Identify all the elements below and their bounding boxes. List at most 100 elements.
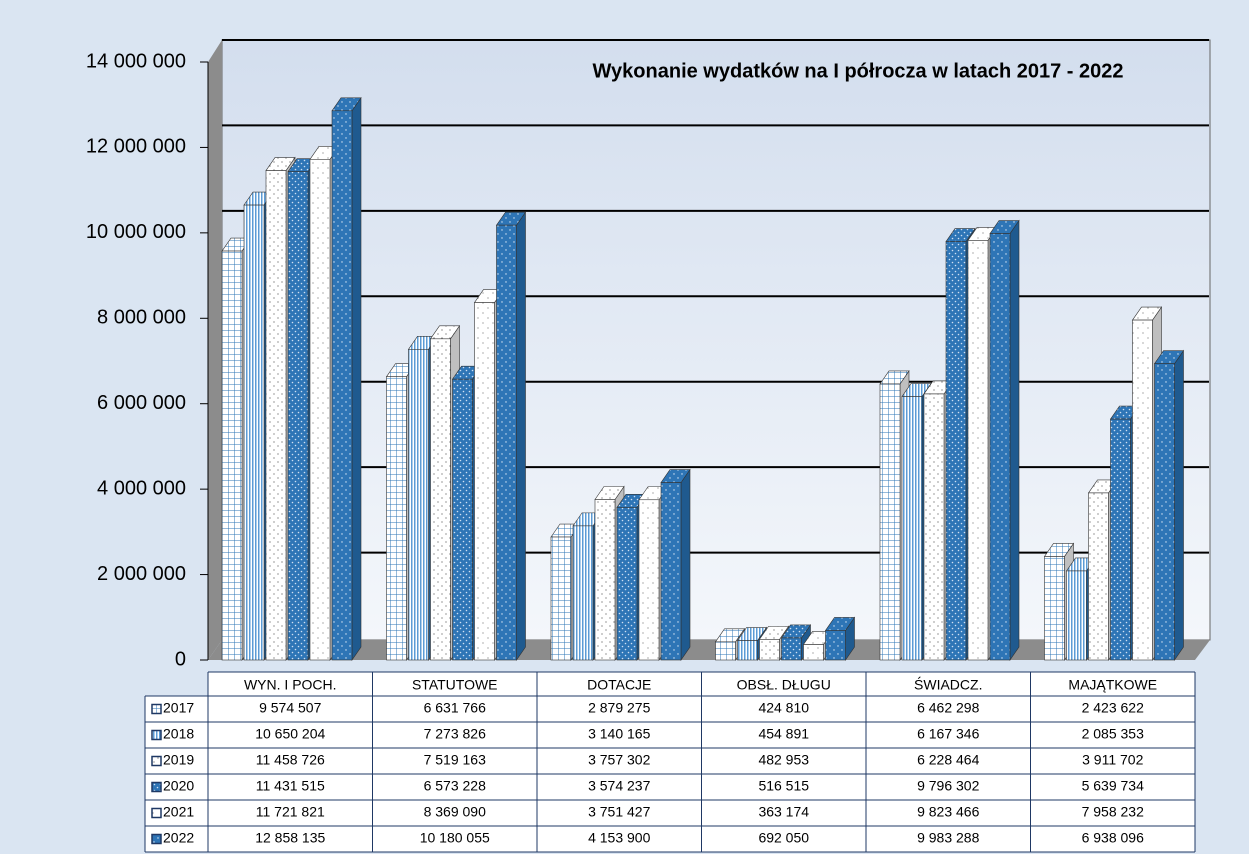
bar-front (945, 241, 967, 661)
legend-label: 2018 (163, 726, 194, 742)
table-value: 4 153 900 (588, 830, 650, 846)
bar-front (1132, 319, 1153, 661)
bar-front (737, 640, 758, 661)
table-value: 454 891 (758, 726, 809, 742)
legend-key (151, 703, 162, 715)
bar-front (1088, 492, 1109, 661)
table-value: 10 180 055 (420, 830, 490, 846)
bar-front (594, 499, 616, 661)
table-value: 3 574 237 (588, 778, 650, 794)
bar (660, 468, 691, 661)
table-value: 6 167 346 (917, 726, 979, 742)
table-value: 2 423 622 (1082, 700, 1144, 716)
table-value: 5 639 734 (1082, 778, 1144, 794)
y-tick-label: 8 000 000 (97, 307, 186, 329)
y-tick-label: 2 000 000 (97, 563, 186, 585)
table-value: 482 953 (758, 752, 809, 768)
bar-front (572, 525, 594, 661)
x-tick-label: ŚWIADCZ. (914, 676, 982, 693)
bar-front (287, 171, 309, 661)
bar-front (221, 250, 243, 661)
x-tick-label: STATUTOWE (412, 677, 498, 693)
bar-front (1066, 570, 1087, 661)
table-value: 6 228 464 (917, 752, 979, 768)
x-tick-label: WYN. I POCH. (244, 677, 337, 693)
bar-front (967, 240, 989, 661)
y-tick-label: 14 000 000 (86, 50, 186, 72)
legend-label: 2021 (163, 804, 194, 820)
bar-front (781, 637, 802, 661)
bar-front (879, 383, 901, 661)
bar-front (309, 159, 331, 661)
y-tick-label: 4 000 000 (97, 477, 186, 499)
legend-key (151, 833, 162, 845)
table-value: 11 721 821 (256, 804, 325, 820)
table-value: 6 573 228 (424, 778, 486, 794)
table-value: 692 050 (758, 830, 809, 846)
table-value: 3 140 165 (588, 726, 650, 742)
bar-front (616, 507, 638, 661)
table-value: 7 519 163 (424, 752, 486, 768)
y-tick-label: 0 (175, 648, 186, 670)
table-value: 3 751 427 (588, 804, 650, 820)
legend-key (151, 781, 162, 793)
legend-label: 2022 (163, 830, 194, 846)
table-value: 2 085 353 (1082, 726, 1144, 742)
bar (824, 616, 856, 661)
legend-label: 2020 (163, 778, 194, 794)
chart-title: Wykonanie wydatków na I półrocza w latac… (593, 60, 1124, 82)
bar-front (759, 639, 780, 661)
bar-front (474, 302, 495, 661)
table-value: 6 631 766 (424, 700, 486, 716)
bar-front (660, 482, 682, 661)
table-value: 363 174 (758, 804, 809, 820)
x-tick-label: DOTACJE (587, 677, 651, 693)
table-value: 11 431 515 (256, 778, 325, 794)
table-value: 9 574 507 (259, 700, 321, 716)
table-value: 9 983 288 (917, 830, 979, 846)
x-tick-label: MAJĄTKOWE (1068, 677, 1157, 693)
table-value: 10 650 204 (255, 726, 325, 742)
y-tick-label: 6 000 000 (97, 392, 186, 414)
legend-label: 2019 (163, 752, 194, 768)
side-wall (208, 40, 222, 660)
table-value: 8 369 090 (424, 804, 486, 820)
bar-front (386, 376, 407, 661)
table-value: 3 911 702 (1082, 752, 1143, 768)
bar-front (550, 536, 572, 661)
bar-front (430, 338, 451, 661)
legend-key (151, 729, 162, 741)
bar-front (901, 396, 923, 661)
bar (989, 219, 1020, 661)
y-tick-label: 10 000 000 (86, 221, 186, 243)
bar-front (923, 393, 945, 661)
bar-front (638, 499, 660, 661)
bar-front (1154, 363, 1175, 661)
bar (780, 623, 812, 661)
table-value: 7 273 826 (424, 726, 486, 742)
bar-front (1044, 556, 1065, 661)
bar-side (1174, 349, 1184, 661)
bar-front (496, 224, 517, 661)
bar-side (680, 468, 691, 661)
bar (1153, 349, 1185, 661)
bar-front (452, 378, 473, 661)
legend-label: 2017 (163, 700, 194, 716)
bar-front (243, 204, 265, 661)
table-value: 11 458 726 (256, 752, 325, 768)
table-value: 2 879 275 (588, 700, 650, 716)
bar-front (408, 349, 429, 661)
bar (495, 211, 527, 661)
table-value: 424 810 (758, 700, 809, 716)
legend-key (151, 755, 162, 767)
table-value: 9 796 302 (917, 778, 979, 794)
bar (331, 96, 362, 661)
table-value: 3 757 302 (588, 752, 650, 768)
x-tick-label: OBSŁ. DŁUGU (737, 677, 831, 693)
bar-front (803, 644, 824, 661)
bar-front (989, 233, 1011, 661)
table-value: 12 858 135 (255, 830, 325, 846)
bar-front (265, 170, 287, 661)
table-value: 6 938 096 (1082, 830, 1144, 846)
